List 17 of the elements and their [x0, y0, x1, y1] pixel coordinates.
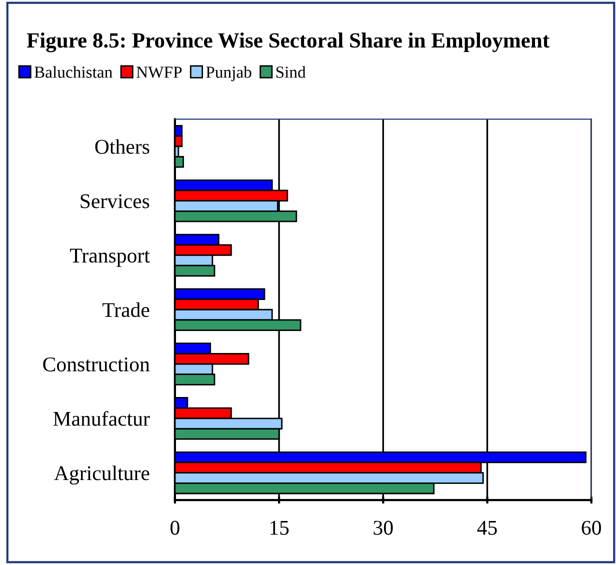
legend-label: Baluchistan — [34, 66, 112, 78]
y-tick-label: Others — [95, 139, 150, 154]
legend-label: Sind — [276, 66, 306, 78]
x-tick-label: 0 — [170, 520, 180, 535]
y-tick-label: Trade — [102, 302, 150, 318]
x-tick-label: 60 — [582, 520, 601, 535]
y-tick-label: Construction — [43, 357, 150, 372]
y-tick-label: Manufactur — [53, 410, 150, 426]
legend-label: NWFP — [136, 66, 182, 78]
legend-label: Punjab — [206, 66, 252, 82]
y-tick-label: Agriculture — [54, 466, 150, 485]
x-tick-label: 30 — [374, 520, 393, 535]
chart-title: Figure 8.5: Province Wise Sectoral Share in Employment — [26, 32, 550, 52]
x-tick-label: 15 — [270, 520, 289, 535]
y-tick-label: Transport — [70, 248, 150, 267]
x-tick-label: 45 — [477, 520, 497, 535]
y-tick-label: Services — [80, 194, 150, 208]
